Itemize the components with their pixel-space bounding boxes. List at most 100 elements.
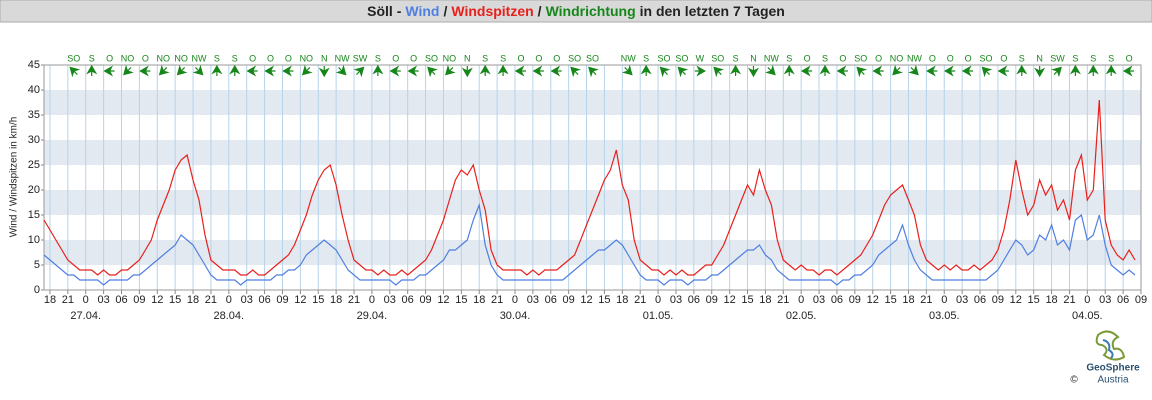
chart-title: Söll - Wind / Windspitzen / Windrichtung in de… [367,3,785,19]
direction-label: SO [675,53,688,63]
direction-label: O [517,53,524,63]
x-tick-label: 06 [115,294,127,306]
direction-label: O [106,53,113,63]
x-tick-label: 03 [670,294,682,306]
x-tick-label: 06 [974,294,986,306]
direction-label: NW [192,53,207,63]
direction-arrow [139,65,151,77]
direction-arrow [1122,65,1135,77]
direction-arrow [1016,64,1028,76]
x-tick-label: 15 [884,294,896,306]
x-tick-label: 03 [1099,294,1111,306]
direction-label: S [1019,53,1025,63]
x-tick-label: 06 [402,294,414,306]
direction-arrow [570,66,581,78]
x-tick-label: 12 [580,294,592,306]
x-tick-label: 12 [1010,294,1022,306]
direction-arrow [800,65,813,77]
direction-label: O [392,53,399,63]
direction-label: S [500,53,506,63]
x-tick-label: 03 [241,294,253,306]
date-label: 28.04. [214,310,245,322]
x-tick-label: 15 [312,294,324,306]
y-tick-label: 20 [28,184,40,196]
direction-arrow [229,64,241,76]
direction-label: O [804,53,811,63]
direction-arrow [1051,66,1062,78]
title-bar [0,0,1152,23]
date-label: 03.05. [929,310,960,322]
plot-frame [43,64,1142,291]
x-tick-label: 0 [941,294,947,306]
x-tick-label: 18 [759,294,771,306]
direction-arrow [819,64,831,76]
x-tick-label: 15 [169,294,181,306]
direction-label: O [965,53,972,63]
direction-arrow [783,64,795,76]
x-tick-label: 21 [634,294,646,306]
direction-label: NW [621,53,636,63]
direction-arrow [211,64,223,76]
direction-arrow [836,65,848,77]
x-tick-label: 06 [1117,294,1129,306]
direction-label: NO [890,53,904,63]
direction-label: NO [300,53,314,63]
date-label: 02.05. [786,310,817,322]
direction-label: NO [156,53,170,63]
direction-label: S [1108,53,1114,63]
direction-arrow [621,64,633,76]
direction-label: N [1036,53,1043,63]
direction-label: S [643,53,649,63]
series-line [43,99,1136,276]
direction-arrow [677,66,689,78]
x-tick-label: 18 [44,294,56,306]
direction-arrow [407,65,419,77]
direction-label: O [947,53,954,63]
x-tick-label: 03 [97,294,109,306]
direction-label: S [786,53,792,63]
date-label: 01.05. [643,310,674,322]
direction-arrow [532,65,544,77]
direction-label: O [535,53,542,63]
direction-arrow [961,65,974,77]
direction-arrow [461,66,473,78]
direction-arrow [123,64,134,76]
x-tick-label: 21 [777,294,789,306]
x-tick-label: 21 [1063,294,1075,306]
direction-arrow [659,66,671,78]
direction-label: O [142,53,149,63]
direction-label: S [482,53,488,63]
x-tick-label: 15 [598,294,610,306]
y-tick-label: 10 [28,234,40,246]
direction-label: SO [568,53,581,63]
x-tick-label: 03 [956,294,968,306]
x-tick-label: 21 [205,294,217,306]
direction-label: O [553,53,560,63]
x-tick-label: 12 [867,294,879,306]
title-part: Söll - [367,3,402,19]
direction-arrow [445,64,456,76]
direction-arrow [103,65,115,77]
direction-label: W [696,53,705,63]
direction-arrow [550,65,562,77]
x-tick-label: 0 [798,294,804,306]
direction-label: O [410,53,417,63]
date-label: 27.04. [70,310,101,322]
direction-arrow [282,65,294,77]
direction-label: O [1000,53,1007,63]
x-tick-label: 0 [369,294,375,306]
x-tick-label: 03 [527,294,539,306]
x-tick-label: 18 [473,294,485,306]
direction-label: N [321,53,328,63]
direction-arrow [335,64,347,76]
direction-label: SO [658,53,671,63]
y-tick-label: 40 [28,84,40,96]
x-tick-label: 18 [1045,294,1057,306]
direction-arrow [892,64,903,76]
y-tick-label: 30 [28,134,40,146]
direction-arrow [69,66,81,78]
direction-arrow [713,66,725,78]
date-label: 04.05. [1072,310,1103,322]
series-line [43,202,1136,286]
direction-arrow [479,64,491,76]
